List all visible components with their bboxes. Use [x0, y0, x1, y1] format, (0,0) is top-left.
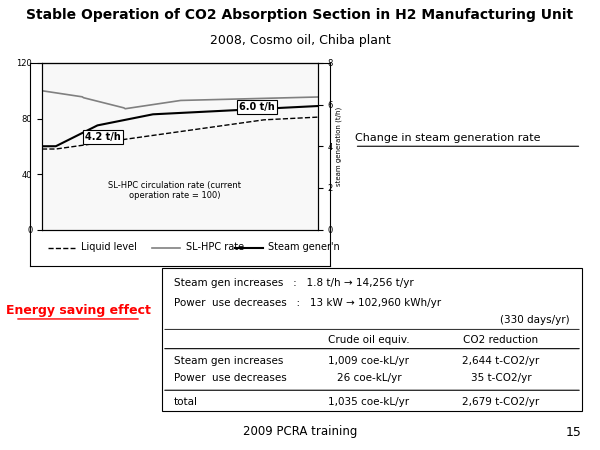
Text: 1,035 coe-kL/yr: 1,035 coe-kL/yr [328, 397, 410, 407]
Text: 2008, Cosmo oil, Chiba plant: 2008, Cosmo oil, Chiba plant [209, 34, 391, 47]
Text: SL-HPC rate: SL-HPC rate [185, 243, 244, 252]
Text: 2,644 t-CO2/yr: 2,644 t-CO2/yr [463, 356, 539, 365]
FancyBboxPatch shape [162, 269, 582, 411]
Text: CO2 reduction: CO2 reduction [463, 335, 539, 345]
Text: Power  use decreases   :   13 kW → 102,960 kWh/yr: Power use decreases : 13 kW → 102,960 kW… [174, 297, 441, 308]
Text: 2009 PCRA training: 2009 PCRA training [243, 426, 357, 438]
Text: SL-HPC circulation rate (current
operation rate = 100): SL-HPC circulation rate (current operati… [108, 181, 241, 200]
Text: 35 t-CO2/yr: 35 t-CO2/yr [470, 374, 532, 383]
Text: 1,009 coe-kL/yr: 1,009 coe-kL/yr [329, 356, 409, 365]
Text: Liquid level: Liquid level [80, 243, 137, 252]
Text: Change in steam generation rate: Change in steam generation rate [355, 133, 540, 143]
Text: Energy saving effect: Energy saving effect [5, 304, 151, 316]
Text: Steam gen increases: Steam gen increases [174, 356, 283, 365]
Text: Power  use decreases: Power use decreases [174, 374, 287, 383]
Text: Steam gen increases   :   1.8 t/h → 14,256 t/yr: Steam gen increases : 1.8 t/h → 14,256 t… [174, 278, 414, 288]
Text: total: total [174, 397, 198, 407]
Text: 15: 15 [566, 426, 582, 438]
Text: 4.2 t/h: 4.2 t/h [85, 132, 121, 142]
Text: Stable Operation of CO2 Absorption Section in H2 Manufacturing Unit: Stable Operation of CO2 Absorption Secti… [26, 8, 574, 22]
Text: (330 days/yr): (330 days/yr) [500, 315, 570, 325]
Text: Crude oil equiv.: Crude oil equiv. [328, 335, 410, 345]
Y-axis label: steam generation (t/h): steam generation (t/h) [336, 107, 343, 186]
Text: 2,679 t-CO2/yr: 2,679 t-CO2/yr [463, 397, 539, 407]
Text: Steam gener'n: Steam gener'n [268, 243, 340, 252]
Text: 6.0 t/h: 6.0 t/h [239, 102, 275, 112]
Text: 26 coe-kL/yr: 26 coe-kL/yr [337, 374, 401, 383]
